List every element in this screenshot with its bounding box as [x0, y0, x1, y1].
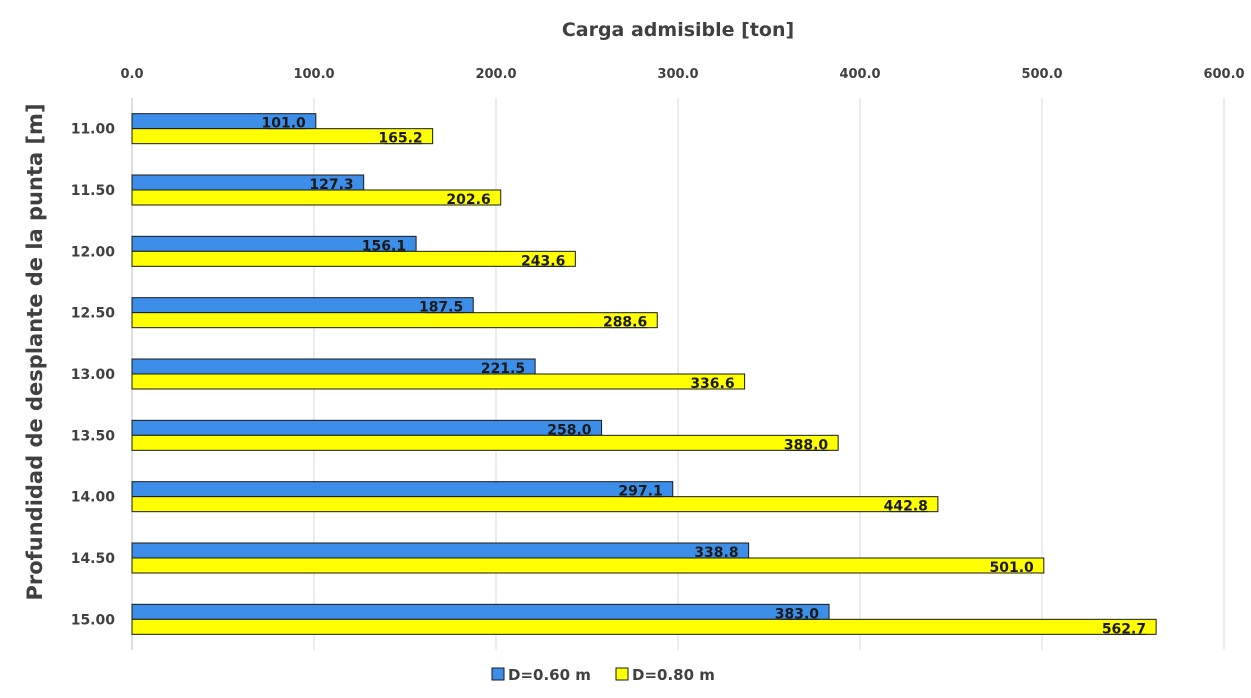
x-tick-label: 200.0 [475, 67, 516, 82]
data-label: 562.7 [1102, 621, 1146, 637]
bar-d080 [131, 557, 1045, 574]
y-category-label: 12.00 [71, 244, 116, 260]
x-tick-label: 400.0 [839, 67, 880, 82]
y-category-label: 14.00 [71, 490, 116, 506]
bars [131, 113, 1157, 635]
x-tick-label: 0.0 [120, 67, 143, 82]
legend-label: D=0.60 m [508, 666, 591, 684]
legend: D=0.60 m D=0.80 m [491, 666, 715, 684]
data-label: 243.6 [521, 253, 565, 269]
data-label: 258.0 [547, 422, 592, 438]
data-label: 442.8 [884, 499, 928, 515]
chart-title: Carga admisible [ton] [562, 19, 794, 41]
legend-swatch [615, 667, 629, 681]
data-label: 288.6 [603, 315, 647, 331]
x-tick-label: 500.0 [1021, 67, 1062, 82]
bar-d080 [131, 496, 939, 513]
bar-d060 [131, 358, 536, 375]
bar-d060 [131, 603, 830, 620]
bar-d060 [131, 542, 750, 559]
bar-d080 [131, 373, 746, 390]
data-label: 383.0 [775, 606, 820, 622]
y-category-label: 11.00 [71, 122, 116, 138]
data-label: 501.0 [990, 560, 1035, 576]
bar-d080 [131, 312, 658, 329]
y-category-label: 13.00 [71, 367, 116, 383]
y-category-label: 11.50 [71, 183, 116, 199]
data-label: 297.1 [618, 484, 662, 500]
y-category-label: 15.00 [71, 612, 116, 628]
bar-d080 [131, 250, 576, 267]
data-label: 338.8 [694, 545, 738, 561]
x-axis-ticks: 0.0 100.0 200.0 300.0 400.0 500.0 600.0 [120, 67, 1244, 82]
y-axis-title: Profundidad de desplante de la punta [m] [23, 103, 47, 600]
y-category-label: 13.50 [71, 428, 116, 444]
y-category-label: 12.50 [71, 306, 116, 322]
data-label: 388.0 [784, 437, 829, 453]
x-tick-label: 300.0 [657, 67, 698, 82]
data-label: 156.1 [362, 238, 406, 254]
x-tick-label: 600.0 [1203, 67, 1244, 82]
data-label: 202.6 [446, 192, 490, 208]
bar-d060 [131, 481, 674, 498]
data-label: 336.6 [690, 376, 734, 392]
x-tick-label: 100.0 [293, 67, 334, 82]
y-axis-categories: 11.00 11.50 12.00 12.50 13.00 13.50 14.00 14.50… [71, 122, 116, 629]
data-label: 127.3 [309, 177, 353, 193]
data-label: 187.5 [419, 300, 463, 316]
data-label: 165.2 [378, 131, 422, 147]
y-category-label: 14.50 [71, 551, 116, 567]
data-label: 221.5 [481, 361, 525, 377]
data-label: 101.0 [262, 116, 307, 132]
legend-label: D=0.80 m [632, 666, 715, 684]
bar-d080 [131, 618, 1157, 635]
bar-d060 [131, 419, 603, 436]
data-labels: 101.0 165.2 127.3 202.6 156.1 243.6 187.5 288.6… [262, 116, 1147, 637]
bar-d080 [131, 434, 839, 451]
legend-swatch [491, 667, 505, 681]
